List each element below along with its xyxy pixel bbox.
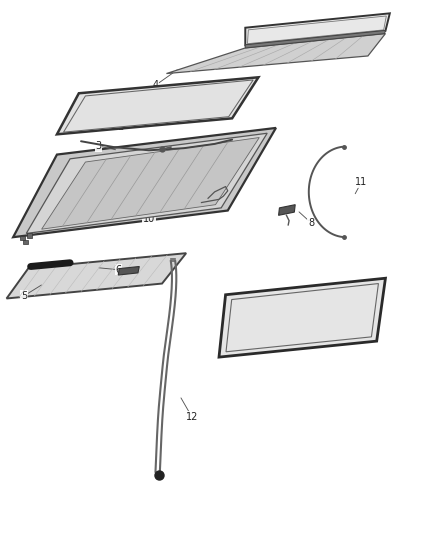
Polygon shape <box>279 205 295 215</box>
Polygon shape <box>20 236 25 240</box>
Polygon shape <box>7 253 186 298</box>
Polygon shape <box>42 138 259 229</box>
Text: 3: 3 <box>95 141 102 151</box>
Text: 11: 11 <box>355 177 367 187</box>
Text: 1: 1 <box>60 191 67 201</box>
Polygon shape <box>118 266 139 275</box>
Text: 2: 2 <box>117 122 124 132</box>
Polygon shape <box>23 240 28 244</box>
Polygon shape <box>13 128 276 237</box>
Text: 8: 8 <box>308 218 314 228</box>
Polygon shape <box>245 30 385 48</box>
Polygon shape <box>166 34 385 74</box>
Text: 12: 12 <box>186 412 198 422</box>
Text: 7: 7 <box>299 333 305 342</box>
Polygon shape <box>27 233 32 238</box>
Text: 4: 4 <box>152 80 159 90</box>
Text: 6: 6 <box>115 265 121 274</box>
Polygon shape <box>245 13 390 45</box>
Text: 5: 5 <box>21 291 27 301</box>
Polygon shape <box>219 278 385 357</box>
Polygon shape <box>26 133 267 233</box>
Polygon shape <box>57 77 258 134</box>
Text: 10: 10 <box>143 214 155 223</box>
Text: 9: 9 <box>276 26 283 36</box>
